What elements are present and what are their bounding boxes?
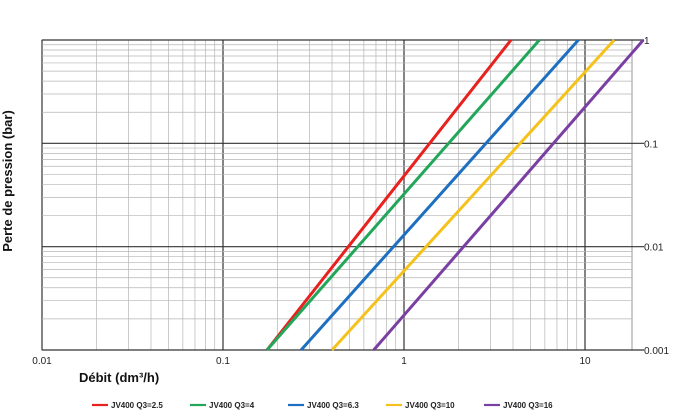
series-line	[330, 38, 616, 352]
legend: JV400 Q3=2.5 JV400 Q3=4 JV400 Q3=6.3 JV400 …	[92, 401, 553, 410]
legend-label: JV400 Q3=2.5	[111, 401, 163, 410]
legend-label: JV400 Q3=4	[209, 401, 255, 410]
legend-item: JV400 Q3=2.5	[92, 401, 163, 410]
series-line	[299, 38, 580, 352]
x-tick-label: 10	[579, 356, 591, 367]
x-tick-label: 1	[401, 356, 407, 367]
legend-label: JV400 Q3=10	[405, 401, 455, 410]
legend-item: JV400 Q3=16	[484, 401, 553, 410]
y-tick-label: 1	[644, 36, 650, 47]
series-line	[372, 39, 645, 351]
legend-item: JV400 Q3=4	[190, 401, 255, 410]
legend-label: JV400 Q3=16	[503, 401, 553, 410]
legend-label: JV400 Q3=6.3	[307, 401, 359, 410]
legend-item: JV400 Q3=6.3	[288, 401, 359, 410]
series-line	[265, 39, 513, 351]
y-axis-title: Perte de pression (bar)	[0, 110, 15, 252]
x-tick-label: 0.01	[32, 356, 52, 367]
series-line	[265, 39, 541, 351]
x-tick-label: 0.1	[216, 356, 230, 367]
y-tick-label: 0.001	[644, 346, 669, 357]
series-lines	[265, 38, 645, 352]
tick-labels: 0.01 0.1 1 10 0.001 0.01 0.1 1	[32, 36, 669, 367]
x-axis-title: Débit (dm³/h)	[79, 370, 159, 385]
y-tick-label: 0.1	[644, 139, 658, 150]
y-tick-label: 0.01	[644, 243, 664, 254]
legend-item: JV400 Q3=10	[386, 401, 455, 410]
